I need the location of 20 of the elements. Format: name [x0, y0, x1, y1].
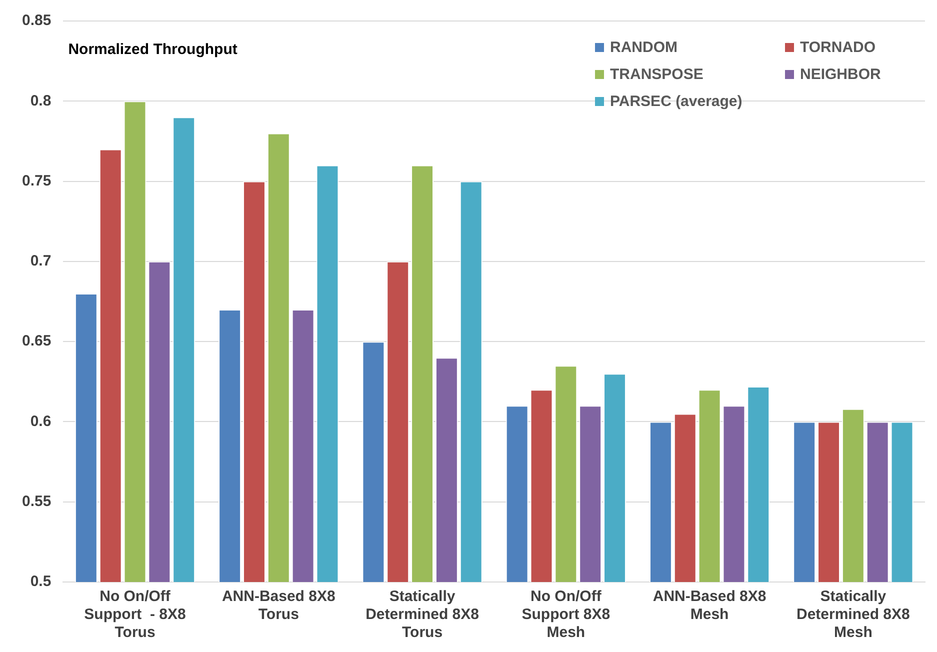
y-tick-label: 0.65 [22, 332, 52, 350]
y-tick-label: 0.8 [30, 92, 52, 110]
y-tick-label: 0.85 [22, 12, 52, 30]
legend-label: TORNADO [800, 39, 876, 56]
x-tick-label: Statically Determined 8X8 Mesh [796, 588, 910, 642]
y-tick-label: 0.5 [30, 573, 52, 590]
legend-label: NEIGHBOR [800, 66, 881, 83]
text: Normalized Throughput [68, 41, 238, 58]
legend-label: PARSEC (average) [610, 93, 742, 110]
x-tick-label: No On/Off Support 8X8 Mesh [522, 588, 610, 642]
legend-label: TRANSPOSE [610, 66, 704, 83]
y-tick-label: 0.7 [30, 252, 52, 270]
x-tick-label: Statically Determined 8X8 Torus [366, 588, 479, 642]
y-tick-label: 0.55 [22, 493, 52, 510]
x-tick-label: ANN-Based 8X8 Torus [222, 588, 336, 624]
x-tick-label: ANN-Based 8X8 Mesh [652, 588, 766, 624]
y-tick-label: 0.6 [30, 412, 52, 430]
x-tick-label: No On/Off Support - 8X8 Torus [84, 588, 186, 642]
legend-label: RANDOM [610, 39, 678, 56]
y-tick-label: 0.75 [22, 172, 52, 190]
